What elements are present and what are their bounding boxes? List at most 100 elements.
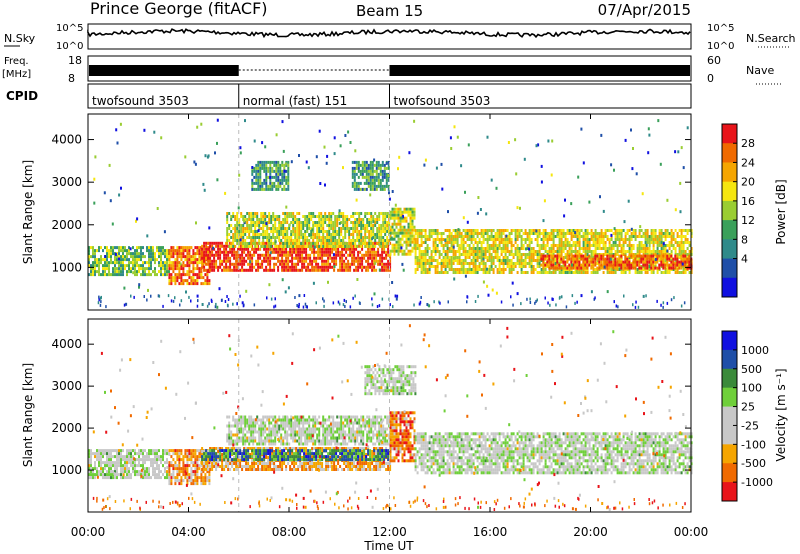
heatmap-cell <box>153 130 156 134</box>
heatmap-cell <box>646 263 649 267</box>
heatmap-cell <box>375 253 378 257</box>
heatmap-cell <box>504 250 507 253</box>
heatmap-cell <box>387 250 390 254</box>
heatmap-cell <box>614 257 617 261</box>
heatmap-cell <box>104 452 106 456</box>
heatmap-cell <box>319 253 322 257</box>
heatmap-cell <box>474 250 477 253</box>
heatmap-cell <box>190 276 193 280</box>
heatmap-cell <box>302 215 305 218</box>
heatmap-cell <box>209 256 212 260</box>
heatmap-cell <box>564 241 567 244</box>
heatmap-cell <box>494 238 497 241</box>
heatmap-cell <box>646 238 649 241</box>
heatmap-cell <box>215 265 218 269</box>
heatmap-cell <box>254 239 257 242</box>
heatmap-cell <box>453 277 456 281</box>
heatmap-cell <box>263 253 266 257</box>
heatmap-cell <box>108 473 110 477</box>
heatmap-cell <box>355 247 358 251</box>
heatmap-cell <box>389 225 392 229</box>
heatmap-cell <box>458 256 461 259</box>
heatmap-cell <box>168 279 171 283</box>
heatmap-cell <box>363 169 366 173</box>
heatmap-cell <box>460 232 463 235</box>
heatmap-cell <box>254 242 257 245</box>
heatmap-cell <box>442 250 445 253</box>
heatmap-cell <box>552 238 555 241</box>
heatmap-cell <box>364 227 367 230</box>
heatmap-cell <box>342 166 344 170</box>
heatmap-cell <box>194 255 197 259</box>
heatmap-cell <box>401 228 404 232</box>
heatmap-cell <box>688 271 691 274</box>
heatmap-cell <box>284 233 287 236</box>
heatmap-cell <box>263 169 266 173</box>
heatmap-cell <box>384 215 387 218</box>
heatmap-cell <box>413 213 416 217</box>
heatmap-cell <box>90 473 92 477</box>
heatmap-cell <box>361 268 364 272</box>
heatmap-cell <box>275 262 278 266</box>
heatmap-cell <box>132 261 134 265</box>
heatmap-cell <box>320 212 323 215</box>
heatmap-cell <box>324 212 327 215</box>
heatmap-cell <box>576 300 578 304</box>
heatmap-cell <box>530 253 533 256</box>
heatmap-cell <box>552 244 555 247</box>
heatmap-cell <box>399 225 402 229</box>
heatmap-cell <box>333 268 336 272</box>
heatmap-cell <box>556 260 559 264</box>
heatmap-cell <box>339 268 342 272</box>
heatmap-cell <box>304 302 307 306</box>
heatmap-cell <box>470 253 473 256</box>
heatmap-cell <box>462 265 465 268</box>
heatmap-cell <box>215 244 218 248</box>
heatmap-cell <box>206 279 209 283</box>
heatmap-cell <box>544 232 547 235</box>
heatmap-cell <box>401 237 404 241</box>
heatmap-cell <box>264 233 267 236</box>
heatmap-cell <box>345 268 348 272</box>
heatmap-cell <box>518 262 521 265</box>
heatmap-cell <box>678 263 681 267</box>
heatmap-cell <box>116 273 118 277</box>
heatmap-cell <box>162 249 164 253</box>
heatmap-cell <box>524 238 527 241</box>
heatmap-cell <box>383 265 386 269</box>
heatmap-cell <box>338 215 341 218</box>
heatmap-cell <box>323 241 326 245</box>
heatmap-cell <box>498 247 501 250</box>
heatmap-cell <box>389 210 392 214</box>
heatmap-cell <box>321 268 324 272</box>
heatmap-cell <box>377 250 380 254</box>
heatmap-cell <box>342 239 345 242</box>
heatmap-cell <box>682 235 685 238</box>
heatmap-cell <box>612 266 615 270</box>
heatmap-cell <box>213 265 216 269</box>
heatmap-cell <box>213 256 216 260</box>
heatmap-cell <box>403 219 406 223</box>
heatmap-cell <box>422 253 425 256</box>
heatmap-cell <box>682 241 685 244</box>
heatmap-cell <box>356 227 359 230</box>
heatmap-cell <box>538 247 541 250</box>
heatmap-cell <box>654 250 657 253</box>
heatmap-cell <box>114 246 116 250</box>
heatmap-cell <box>329 262 332 266</box>
heatmap-cell <box>253 175 256 179</box>
heatmap-cell <box>488 256 491 259</box>
heatmap-cell <box>407 225 410 229</box>
heatmap-cell <box>680 235 683 238</box>
heatmap-cell <box>638 259 641 262</box>
heatmap-cell <box>348 239 351 242</box>
heatmap-cell <box>676 232 679 235</box>
heatmap-cell <box>301 247 304 251</box>
heatmap-cell <box>306 242 309 245</box>
heatmap-cell <box>682 268 685 271</box>
heatmap-cell <box>277 250 280 254</box>
heatmap-cell <box>401 210 404 214</box>
heatmap-cell <box>266 233 269 236</box>
heatmap-cell <box>96 458 98 462</box>
